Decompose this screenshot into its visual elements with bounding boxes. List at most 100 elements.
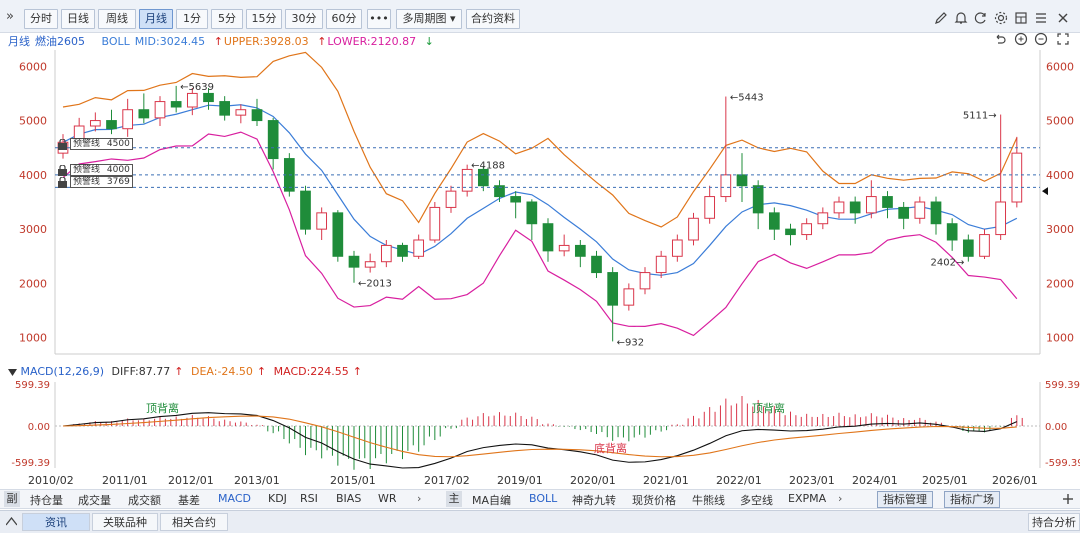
settings-icon[interactable] [993, 10, 1009, 26]
sub-indicator-tab[interactable]: 持仓量 [30, 494, 63, 507]
sub-indicator-tab[interactable]: 成交额 [128, 494, 161, 507]
y-tick-left: 1000 [19, 332, 47, 345]
candle-body [962, 239, 974, 257]
y-tick-right: 6000 [1046, 60, 1074, 73]
candle-body [429, 206, 441, 241]
add-indicator-icon[interactable] [1062, 493, 1074, 505]
main-indicator-tab[interactable]: 神奇九转 [572, 494, 616, 507]
bottom-info-bar: 资讯 关联品种 相关合约 持合分析 [0, 510, 1080, 533]
y-tick-right: 2000 [1046, 277, 1074, 290]
period-button-timeshare[interactable]: 分时 [24, 9, 58, 29]
x-tick-label: 2012/01 [168, 474, 214, 487]
macd-y-tick-right: -599.39 [1045, 458, 1080, 469]
macd-diff: DIFF:87.77 [111, 365, 171, 378]
macd-divergence-label: 底背离 [594, 441, 627, 455]
period-button-weekly[interactable]: 周线 [98, 9, 136, 29]
indicator-tabs: 副 持仓量 成交量 成交额 基差 MACD KDJ RSI BIAS WR › 主 MA自编 BO… [0, 489, 1080, 509]
close-icon[interactable] [1055, 10, 1071, 26]
candles-group [57, 85, 1023, 342]
boll-mid-value: MID:3024.45 [134, 35, 206, 48]
alert-box-4500[interactable]: 预警线 4500 [70, 138, 133, 150]
candle-body [364, 261, 376, 268]
tab-related-contracts[interactable]: 相关合约 [160, 513, 228, 531]
sub-indicator-tab[interactable]: WR [378, 492, 397, 505]
candle-body [574, 244, 586, 257]
sub-indicator-tab[interactable]: MACD [218, 492, 251, 505]
expand-panel-icon[interactable]: » [6, 9, 14, 24]
main-indicator-tab[interactable]: 牛熊线 [692, 494, 725, 507]
macd-chart[interactable]: 599.39 599.390.00 0.00-599.39 -599.39 顶背离 顶背… [0, 378, 1080, 473]
fullscreen-icon[interactable] [1055, 31, 1071, 47]
alert-lines [55, 147, 1048, 196]
period-button-monthly[interactable]: 月线 [139, 9, 173, 29]
candle-body [235, 109, 247, 116]
macd-y-tick-left: 0.00 [28, 422, 50, 433]
up-arrow-icon: ↑ [174, 365, 184, 378]
sub-indicator-tab[interactable]: KDJ [268, 492, 287, 505]
sub-indicator-label: 副 [4, 491, 20, 507]
lock-icon [58, 139, 67, 150]
pencil-icon[interactable] [933, 10, 949, 26]
macd-info-line: MACD(12,26,9) DIFF:87.77 ↑ DEA:-24.50 ↑ MA… [8, 365, 366, 378]
candle-body [849, 201, 861, 214]
candle-body [704, 196, 716, 219]
bell-icon[interactable] [953, 10, 969, 26]
y-tick-right: 5000 [1046, 115, 1074, 128]
sub-indicator-tab[interactable]: 基差 [178, 494, 200, 507]
zoom-out-icon[interactable] [1033, 31, 1049, 47]
candle-body [122, 109, 134, 130]
undo-icon[interactable] [992, 31, 1008, 47]
boll-lower-line [62, 131, 1018, 337]
chart-gridlines [54, 50, 1041, 355]
indicator-plaza-button[interactable]: 指标广场 [944, 491, 1000, 508]
sub-tabs-next-icon[interactable]: › [417, 492, 422, 505]
candle-body [251, 109, 263, 122]
main-tabs-next-icon[interactable]: › [838, 492, 843, 505]
candle-body [316, 212, 328, 230]
period-button-60min[interactable]: 60分 [326, 9, 362, 29]
main-indicator-tab[interactable]: 多空线 [740, 494, 773, 507]
alert-box-3769[interactable]: 预警线 3769 [70, 176, 133, 188]
contract-info-button[interactable]: 合约资料 [466, 9, 520, 29]
alert-box-4000[interactable]: 预警线 4000 [70, 164, 133, 176]
main-indicator-tab[interactable]: EXPMA [788, 492, 827, 505]
indicator-manage-button[interactable]: 指标管理 [877, 491, 933, 508]
sub-indicator-tab[interactable]: RSI [300, 492, 318, 505]
candle-body [510, 196, 522, 203]
list-icon[interactable] [1033, 10, 1049, 26]
macd-y-tick-right: 0.00 [1045, 422, 1067, 433]
candle-body [688, 217, 699, 241]
tab-related-products[interactable]: 关联品种 [92, 513, 158, 531]
tab-news[interactable]: 资讯 [22, 513, 90, 531]
y-tick-left: 5000 [19, 115, 47, 128]
multi-period-dropdown[interactable]: 多周期图 ▾ [396, 9, 462, 29]
sub-indicator-tab[interactable]: 成交量 [78, 494, 111, 507]
candle-body [558, 244, 570, 252]
candle-body [89, 120, 101, 127]
period-button-30min[interactable]: 30分 [285, 9, 323, 29]
candle-body [882, 196, 893, 208]
candle-body [494, 185, 505, 198]
main-indicator-tab[interactable]: BOLL [529, 492, 558, 505]
main-indicator-tab[interactable]: 现货价格 [632, 494, 676, 507]
refresh-icon[interactable] [973, 10, 989, 26]
candle-body [979, 234, 990, 257]
main-indicator-tab[interactable]: MA自编 [472, 494, 512, 507]
zoom-in-icon[interactable] [1013, 31, 1029, 47]
more-periods-button[interactable]: ••• [367, 9, 391, 29]
y-tick-left: 3000 [19, 223, 47, 236]
collapse-triangle-icon[interactable] [8, 368, 17, 377]
period-button-15min[interactable]: 15分 [246, 9, 282, 29]
candle-body [154, 101, 166, 119]
y-tick-left: 2000 [19, 277, 47, 290]
layout-icon[interactable] [1013, 10, 1029, 26]
main-candlestick-chart[interactable]: 6000 5000 4000 3000 2000 1000 6000 5000 4000 300… [0, 48, 1080, 358]
collapse-up-icon[interactable] [6, 517, 17, 526]
period-button-5min[interactable]: 5分 [211, 9, 243, 29]
period-button-1min[interactable]: 1分 [176, 9, 208, 29]
period-button-daily[interactable]: 日线 [61, 9, 95, 29]
price-annotation: 2402→ [931, 258, 965, 269]
x-tick-label: 2025/01 [922, 474, 968, 487]
position-analysis-button[interactable]: 持合分析 [1028, 513, 1080, 531]
sub-indicator-tab[interactable]: BIAS [336, 492, 362, 505]
